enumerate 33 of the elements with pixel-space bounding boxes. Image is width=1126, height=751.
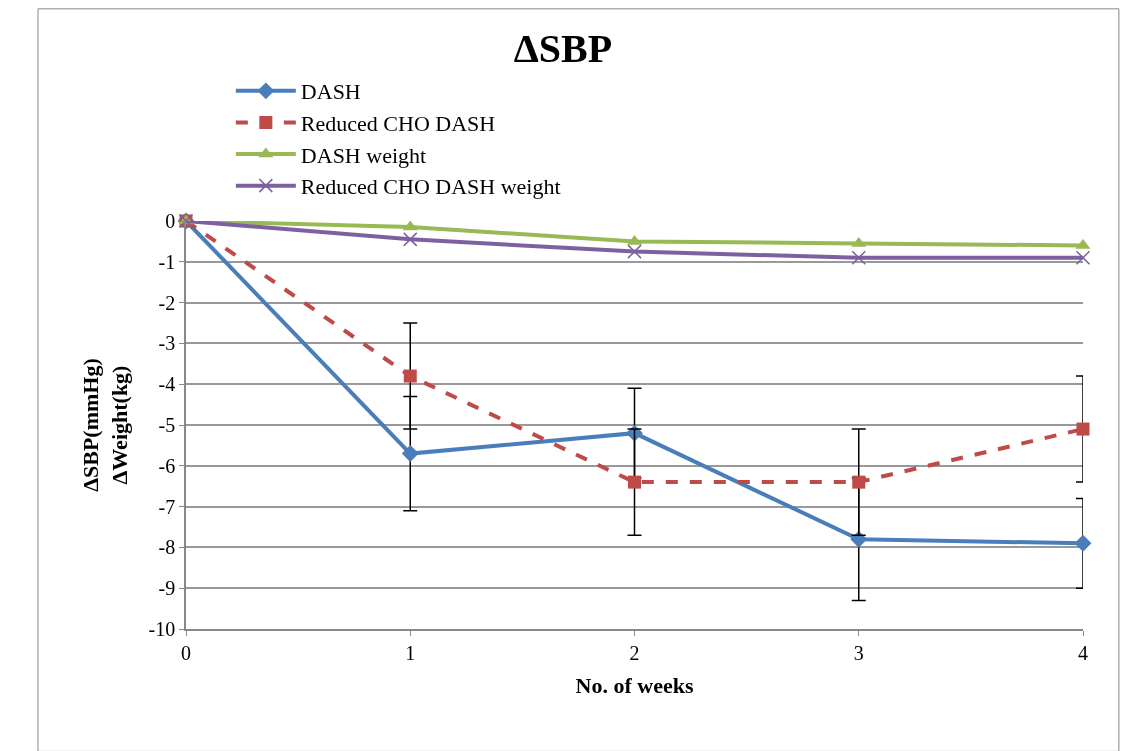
- x-tick-label: 2: [629, 641, 640, 664]
- x-tick-label: 0: [181, 641, 191, 664]
- y-axis-title: ΔSBP(mmHg) ΔWeight(kg): [78, 358, 132, 492]
- point: [1074, 534, 1092, 552]
- legend-label: DASH: [300, 79, 361, 105]
- x-axis-title: No. of weeks: [575, 673, 694, 699]
- point: [628, 475, 641, 489]
- point: [1075, 250, 1091, 265]
- y-tick-label: -6: [158, 454, 176, 477]
- point: [403, 369, 417, 383]
- y-tick-label: -1: [158, 250, 176, 273]
- point: [627, 244, 642, 259]
- point: [1076, 422, 1090, 436]
- y-tick-label: 0: [165, 210, 176, 232]
- point: [851, 250, 866, 265]
- chart-title: ΔSBP: [513, 25, 613, 71]
- legend-label: Reduced CHO DASH weight: [300, 174, 561, 200]
- y-tick-label: -2: [158, 291, 176, 314]
- y-tick-label: -10: [148, 618, 176, 640]
- point: [403, 232, 418, 247]
- y-tick-label: -5: [158, 414, 176, 436]
- x-tick-label: 4: [1078, 641, 1088, 664]
- y-tick-label: -9: [158, 577, 176, 600]
- point: [401, 445, 419, 463]
- legend-label: Reduced CHO DASH: [300, 111, 496, 137]
- x-tick-label: 3: [853, 641, 864, 664]
- point: [852, 475, 866, 489]
- y-tick-label: -3: [158, 332, 176, 355]
- x-tick-label: 1: [405, 641, 416, 664]
- legend-label: DASH weight: [300, 142, 427, 168]
- y-tick-label: -4: [158, 373, 176, 396]
- y-tick-label: -8: [158, 536, 176, 559]
- y-tick-label: -7: [158, 495, 176, 518]
